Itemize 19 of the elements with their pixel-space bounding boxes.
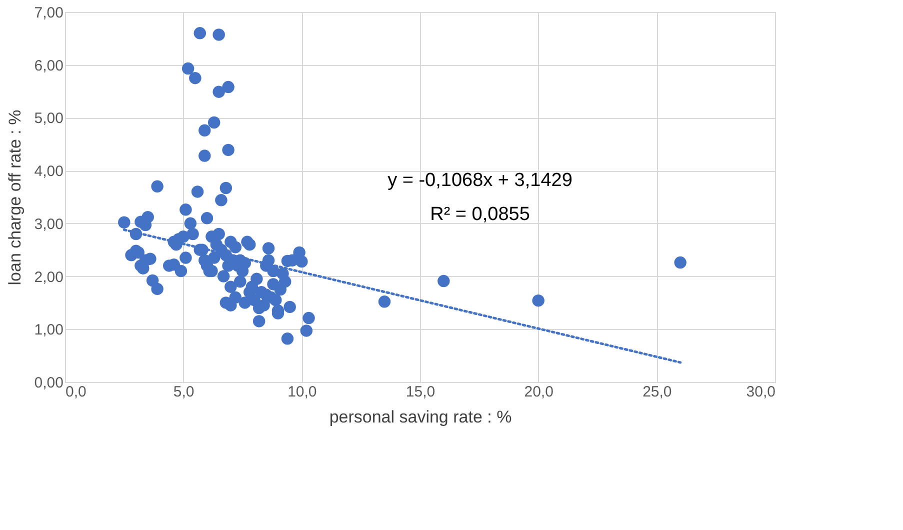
y-tick-label: 5,00	[34, 110, 64, 128]
x-tick-label: 30,0	[746, 384, 776, 400]
annotation: R² = 0,0855	[430, 204, 530, 225]
y-tick-label: 2,00	[34, 268, 64, 286]
y-axis-title: loan charge off rate : %	[5, 110, 24, 286]
x-tick-label: 20,0	[524, 384, 554, 400]
annotation: y = -0,1068x + 3,1429	[388, 170, 572, 191]
x-tick-label: 5,0	[173, 384, 194, 400]
x-tick-label: 10,0	[288, 384, 317, 400]
y-tick-label: 1,00	[34, 322, 64, 339]
y-tick-label: 3,00	[34, 216, 64, 233]
x-axis-title: personal saving rate : %	[329, 408, 512, 426]
y-tick-label: 0,00	[34, 374, 64, 392]
y-tick-label: 7,00	[34, 4, 64, 22]
y-tick-label: 6,00	[34, 57, 64, 74]
x-tick-label: 0,0	[66, 384, 86, 400]
x-tick-label: 25,0	[642, 384, 672, 400]
x-tick-label: 15,0	[406, 384, 436, 400]
y-tick-label: 4,00	[34, 163, 64, 180]
